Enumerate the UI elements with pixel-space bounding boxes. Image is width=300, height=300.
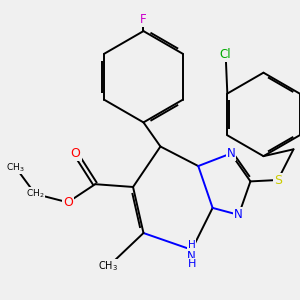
Text: CH$_3$: CH$_3$ (98, 260, 118, 273)
Text: O: O (71, 147, 81, 160)
Text: H: H (188, 240, 196, 250)
Text: N: N (234, 208, 243, 221)
Text: O: O (63, 196, 73, 209)
Text: Cl: Cl (220, 48, 232, 61)
Text: CH$_2$: CH$_2$ (26, 188, 44, 200)
Text: CH$_3$: CH$_3$ (6, 161, 25, 174)
Text: N: N (188, 250, 196, 263)
Text: N: N (226, 147, 235, 160)
Text: F: F (140, 13, 147, 26)
Text: H: H (188, 260, 196, 269)
Text: S: S (274, 173, 282, 187)
